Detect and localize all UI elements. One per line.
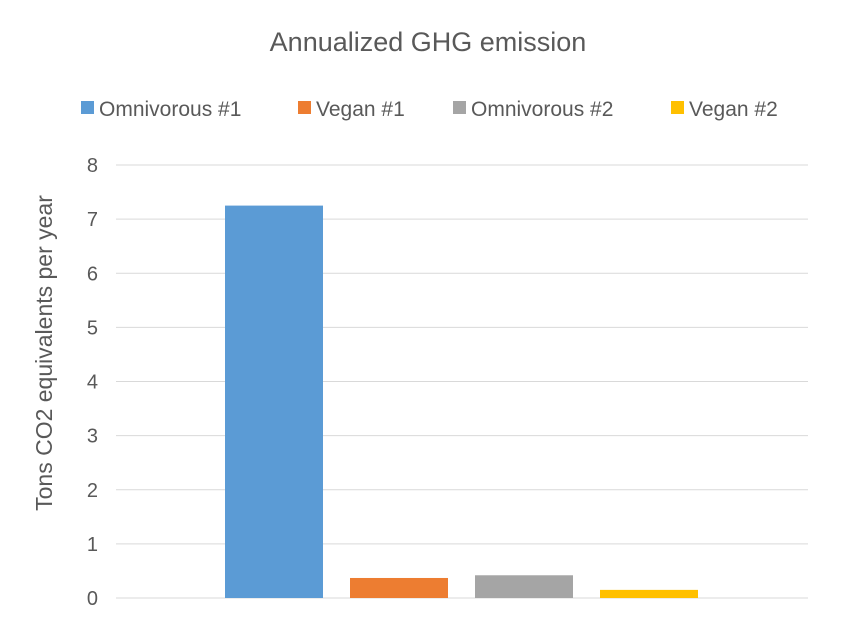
legend-swatch xyxy=(671,101,684,114)
legend-swatch xyxy=(298,101,311,114)
y-tick-label: 8 xyxy=(87,155,98,177)
y-tick-label: 0 xyxy=(87,588,98,610)
bar-vegan-1 xyxy=(350,577,448,598)
legend-entry: Vegan #2 xyxy=(689,98,778,121)
gridlines xyxy=(116,164,808,599)
bars xyxy=(225,205,698,598)
legend-swatch xyxy=(81,101,94,114)
bar-omnivorous-2 xyxy=(475,575,573,598)
y-tick-label: 3 xyxy=(87,426,98,448)
y-tick-label: 1 xyxy=(87,534,98,556)
y-tick-label: 6 xyxy=(87,263,98,285)
chart-title: Annualized GHG emission xyxy=(270,27,587,57)
legend-entry: Vegan #1 xyxy=(316,98,405,121)
y-axis-ticks: 0 1 2 3 4 5 6 7 8 xyxy=(87,155,98,610)
legend-entry: Omnivorous #1 xyxy=(99,98,241,121)
bar-vegan-2 xyxy=(600,589,698,598)
y-tick-label: 2 xyxy=(87,480,98,502)
y-tick-label: 4 xyxy=(87,372,98,394)
y-tick-label: 5 xyxy=(87,317,98,339)
y-tick-label: 7 xyxy=(87,209,98,231)
bar-omnivorous-1 xyxy=(225,205,323,598)
legend: Omnivorous #1 Vegan #1 Omnivorous #2 Vegan … xyxy=(81,98,778,121)
legend-entry: Omnivorous #2 xyxy=(471,98,613,121)
y-axis-label: Tons CO2 equivalents per year xyxy=(31,195,57,511)
legend-swatch xyxy=(453,101,466,114)
